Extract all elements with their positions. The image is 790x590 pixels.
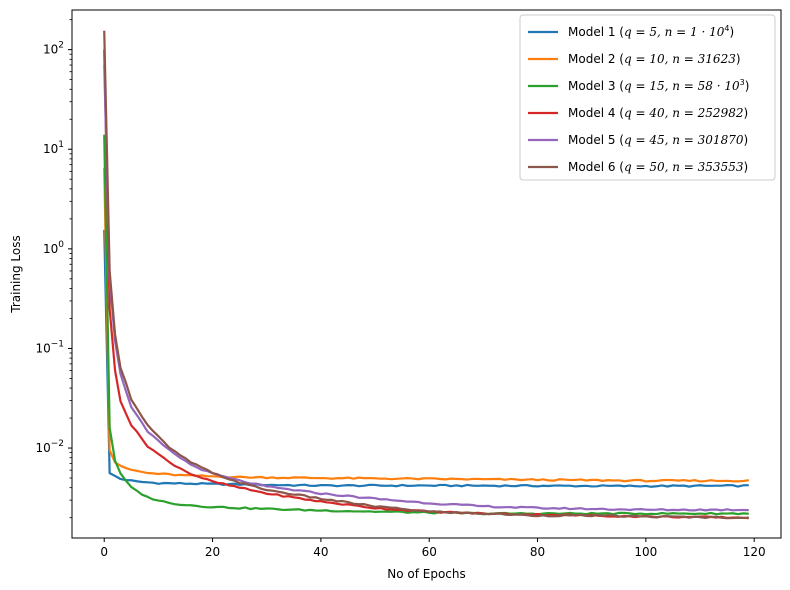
legend-label-model-4: Model 4 (q = 40, n = 252982) xyxy=(568,106,748,120)
x-tick-label: 60 xyxy=(422,545,437,559)
y-tick-label: 102 xyxy=(43,41,64,57)
x-tick-label: 120 xyxy=(743,545,766,559)
x-tick-label: 80 xyxy=(530,545,545,559)
y-tick-label: 100 xyxy=(43,240,64,256)
x-tick-label: 100 xyxy=(634,545,657,559)
x-axis-ticks: 0 20 40 60 80 100 120 xyxy=(100,538,766,559)
x-tick-label: 0 xyxy=(100,545,108,559)
y-tick-label: 10−1 xyxy=(35,339,64,355)
legend-label-model-3: Model 3 (q = 15, n = 58 · 103) xyxy=(568,78,749,93)
y-axis-label: Training Loss xyxy=(9,235,23,313)
legend: Model 1 (q = 5, n = 1 · 104) Model 2 (q =… xyxy=(519,14,776,181)
y-axis-ticks: 10−2 10−1 100 101 102 xyxy=(35,19,72,519)
legend-label-model-2: Model 2 (q = 10, n = 31623) xyxy=(568,52,741,66)
legend-label-model-5: Model 5 (q = 45, n = 301870) xyxy=(568,133,748,147)
legend-label-model-1: Model 1 (q = 5, n = 1 · 104) xyxy=(568,24,734,39)
y-tick-label: 10−2 xyxy=(35,439,64,455)
series-line-model-6 xyxy=(103,30,749,520)
series-lines xyxy=(103,30,749,520)
x-tick-label: 40 xyxy=(313,545,328,559)
series-line-model-2 xyxy=(103,167,749,483)
x-tick-label: 20 xyxy=(205,545,220,559)
plot-frame xyxy=(71,9,782,539)
series-line-model-1 xyxy=(103,229,749,488)
y-tick-label: 101 xyxy=(43,140,64,156)
legend-label-model-6: Model 6 (q = 50, n = 353553) xyxy=(568,160,748,174)
legend-box xyxy=(519,14,776,181)
x-axis-label: No of Epochs xyxy=(387,567,466,581)
